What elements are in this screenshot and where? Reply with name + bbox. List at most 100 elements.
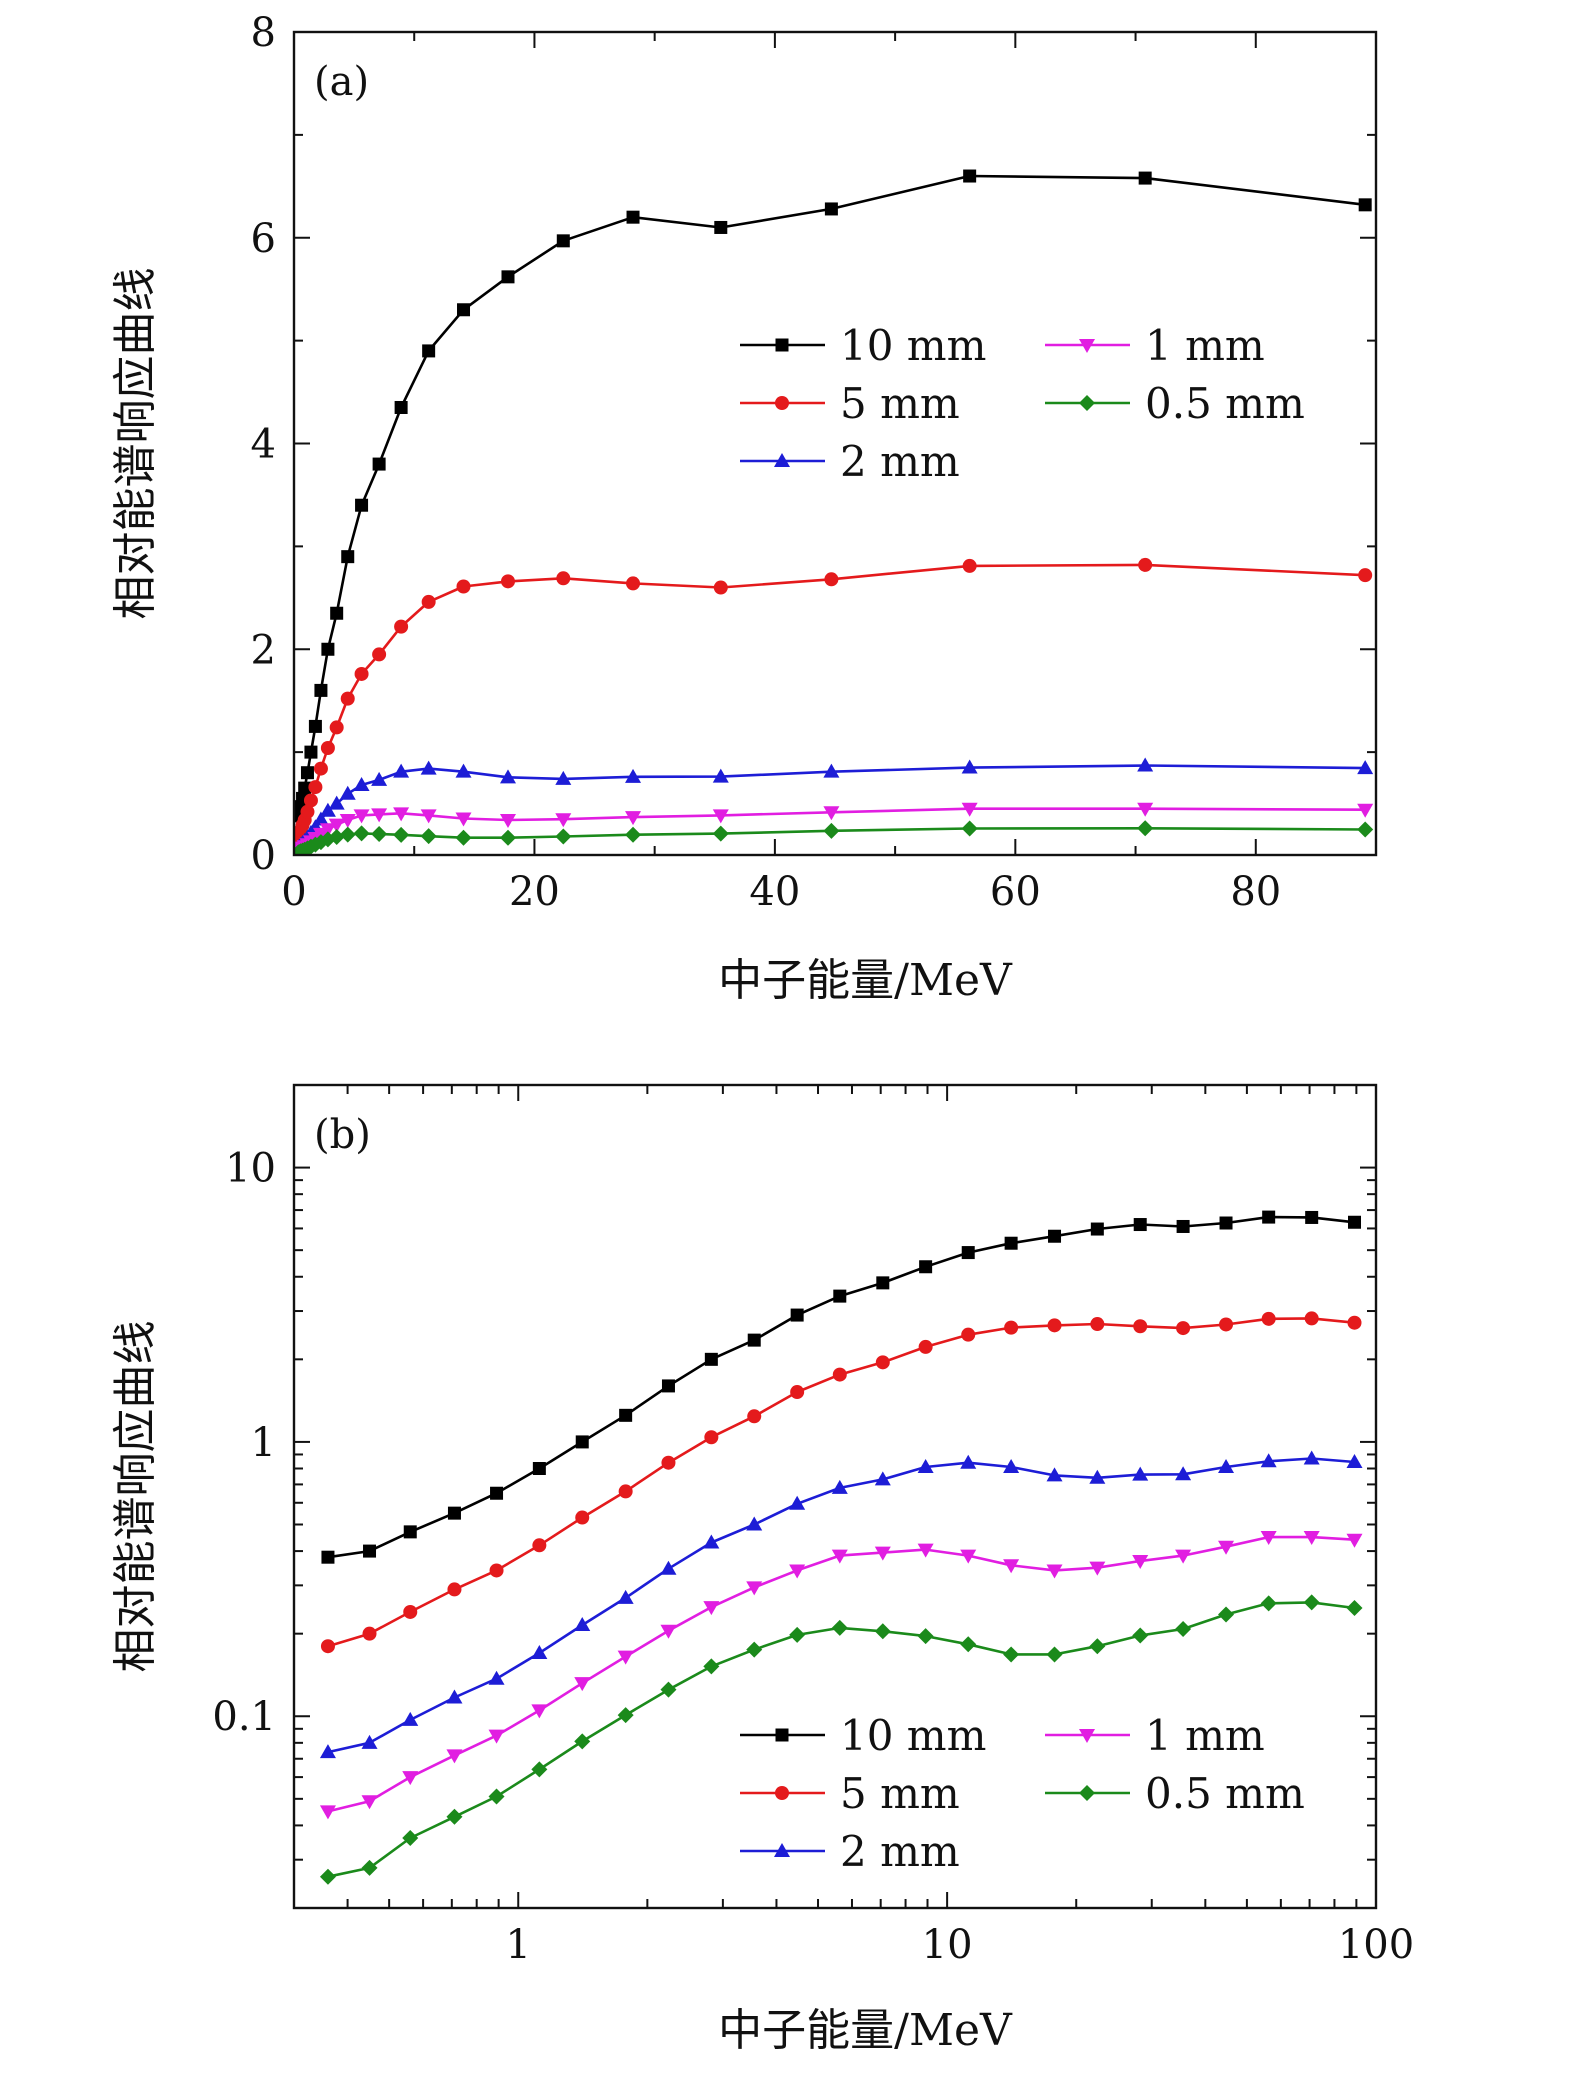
data-point	[831, 1479, 848, 1494]
data-point	[960, 1549, 977, 1564]
x-tick-label: 20	[509, 869, 560, 915]
legend-label: 2 mm	[840, 1827, 960, 1876]
data-point	[919, 1260, 933, 1274]
data-point	[1348, 1215, 1362, 1229]
data-point	[455, 829, 472, 846]
data-point	[660, 1681, 677, 1698]
data-point	[713, 580, 728, 595]
y-tick-label: 1	[251, 1420, 276, 1466]
data-point	[394, 619, 409, 634]
data-point	[1175, 1620, 1192, 1637]
legend-item: 1 mm	[1045, 1711, 1265, 1760]
data-point	[823, 822, 840, 839]
series-line	[297, 563, 1366, 838]
data-point	[532, 1462, 546, 1476]
legend-item: 5 mm	[740, 379, 960, 428]
data-point	[531, 1761, 548, 1778]
data-point	[446, 1749, 463, 1764]
data-point	[420, 809, 437, 824]
data-point	[328, 828, 345, 845]
data-point	[488, 1788, 505, 1805]
data-point	[823, 806, 840, 821]
legend-label: 0.5 mm	[1145, 1769, 1305, 1818]
data-point	[394, 400, 408, 414]
legend-item: 10 mm	[740, 1711, 986, 1760]
data-point	[617, 1589, 634, 1604]
data-point	[361, 1859, 378, 1876]
data-point	[1133, 1319, 1148, 1334]
data-point	[312, 811, 329, 826]
data-point	[961, 759, 978, 774]
data-point	[1046, 1564, 1063, 1579]
y-tick-label: 8	[251, 10, 276, 56]
data-point	[354, 666, 369, 681]
data-point	[556, 234, 570, 248]
data-point	[874, 1546, 891, 1561]
data-point	[661, 1455, 676, 1470]
legend-marker	[1079, 395, 1095, 411]
data-point	[575, 1435, 589, 1449]
series-0_5mm	[294, 820, 1374, 855]
data-point	[555, 770, 572, 785]
data-point	[1303, 1594, 1320, 1611]
data-point	[531, 1645, 548, 1660]
data-point	[372, 647, 387, 662]
data-point	[1175, 1549, 1192, 1564]
data-point	[1346, 1533, 1363, 1548]
plot-area	[294, 169, 1374, 855]
data-point	[790, 1385, 805, 1400]
plot-area	[319, 1210, 1363, 1885]
x-axis-title: 中子能量/MeV	[718, 955, 1013, 1006]
panel-label: (a)	[314, 59, 369, 105]
data-point	[1357, 803, 1374, 818]
data-point	[1137, 802, 1154, 817]
data-point	[875, 1355, 890, 1370]
x-tick-label: 80	[1230, 869, 1281, 915]
data-point	[329, 720, 344, 735]
data-point	[625, 811, 642, 826]
data-point	[660, 1560, 677, 1575]
series-line	[327, 1317, 1355, 1648]
data-point	[339, 814, 356, 829]
legend-item: 0.5 mm	[1045, 379, 1305, 428]
data-point	[703, 1601, 720, 1616]
legend-item: 1 mm	[1045, 321, 1265, 370]
data-point	[488, 1670, 505, 1685]
data-point	[712, 825, 729, 842]
data-point	[457, 303, 471, 317]
y-tick-label: 6	[251, 216, 276, 262]
data-point	[1358, 198, 1372, 212]
y-tick-label: 2	[251, 627, 276, 673]
data-point	[555, 813, 572, 828]
legend-item: 5 mm	[740, 1769, 960, 1818]
legend: 10 mm 5 mm 2 mm 1 mm 0.5 mm	[740, 1711, 1305, 1876]
x-tick-label: 100	[1338, 1922, 1414, 1968]
data-point	[320, 741, 335, 756]
legend-label: 1 mm	[1145, 321, 1265, 370]
data-point	[832, 1367, 847, 1382]
legend-label: 0.5 mm	[1145, 379, 1305, 428]
panel-label: (b)	[314, 1112, 371, 1158]
data-point	[918, 1339, 933, 1354]
data-point	[746, 1581, 763, 1596]
data-point	[617, 1650, 634, 1665]
y-tick-label: 0.1	[212, 1694, 276, 1740]
data-point	[393, 807, 410, 822]
data-point	[625, 826, 642, 843]
data-point	[455, 763, 472, 778]
data-point	[1219, 1317, 1234, 1332]
data-point	[626, 210, 640, 224]
data-point	[661, 1379, 675, 1393]
data-point	[660, 1624, 677, 1639]
legend-marker	[775, 1786, 789, 1800]
data-point	[1003, 1646, 1020, 1663]
data-point	[319, 823, 336, 838]
data-point	[1304, 1311, 1319, 1326]
legend-label: 5 mm	[840, 1769, 960, 1818]
data-point	[1260, 1531, 1277, 1546]
data-point	[371, 808, 388, 823]
data-point	[1262, 1210, 1276, 1224]
data-point	[789, 1495, 806, 1510]
data-point	[1133, 1218, 1147, 1232]
data-point	[1132, 1555, 1149, 1570]
